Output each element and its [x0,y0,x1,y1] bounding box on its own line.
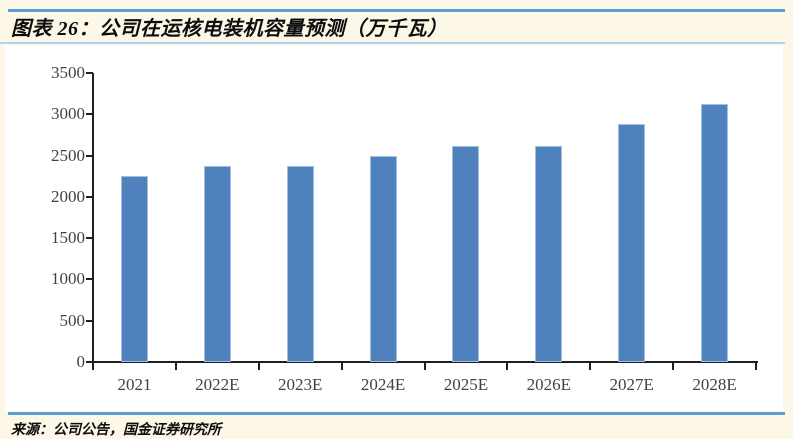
x-axis-tick [755,363,757,370]
x-axis-tick [92,363,94,370]
x-axis-tick [174,363,177,370]
bar-2023E [286,166,314,362]
figure-title: 图表 26：公司在运核电装机容量预测（万千瓦） [11,18,448,40]
x-tick-label-2023E: 2023E [277,375,323,394]
y-tick-label: 3500 [51,63,85,82]
x-tick-label-2021: 2021 [117,375,152,394]
y-tick-label: 500 [59,310,86,330]
y-axis-tick [86,319,93,322]
x-axis-tick [423,363,426,370]
x-tick-label-2024E: 2024E [360,375,406,394]
x-axis-line [86,361,758,363]
y-axis-tick [86,72,93,74]
source-note: 来源：公司公告，国金证券研究所 [11,423,221,438]
x-tick-label-2028E: 2028E [692,375,737,394]
bar-2024E [369,155,397,362]
y-tick-label: 1000 [51,269,85,289]
x-tick-label-2026E: 2026E [526,375,571,394]
y-axis-line [92,73,94,364]
x-axis-tick [506,363,509,370]
bar-2021 [120,176,148,362]
bar-2026E [535,146,563,362]
plot-area: 0 500 1000 1500 2000 2500 3000 3500 2021 2022E 202… [5,45,783,411]
x-tick-label-2027E: 2027E [609,375,654,394]
top-divider [8,9,785,12]
bar-2025E [452,146,480,362]
x-axis-tick [589,363,592,370]
y-axis-tick [86,361,93,363]
bottom-divider [8,412,785,415]
title-underline-divider [0,42,785,44]
y-tick-label: 3000 [51,104,85,124]
y-tick-label: 2500 [51,145,85,165]
y-tick-label: 2000 [51,186,85,206]
x-tick-label-2022E: 2022E [195,375,240,394]
bar-2028E [701,104,729,362]
x-axis-tick [257,363,260,370]
y-axis-tick [86,278,93,281]
bar-2022E [203,166,231,362]
y-tick-label: 0 [76,352,86,371]
bar-2027E [618,124,646,362]
x-axis-tick [672,363,675,370]
x-tick-label-2025E: 2025E [443,375,489,394]
y-tick-label: 1500 [51,228,85,248]
x-axis-tick [340,363,343,370]
y-axis-tick [86,195,93,198]
y-axis-tick [86,154,93,157]
y-axis-tick [86,237,93,240]
y-axis-tick [86,113,93,116]
bar-chart-canvas: 0 500 1000 1500 2000 2500 3000 3500 2021 2022E 202… [5,45,783,411]
